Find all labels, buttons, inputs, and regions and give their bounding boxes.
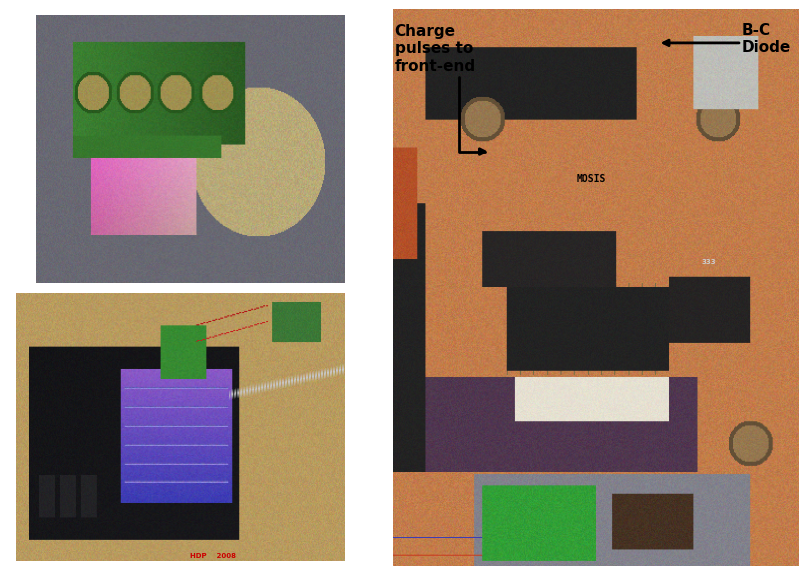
- Text: HDP    2008: HDP 2008: [190, 553, 237, 558]
- Text: MOSIS: MOSIS: [577, 174, 606, 184]
- Text: 333: 333: [702, 259, 716, 265]
- Text: B-C
Diode: B-C Diode: [742, 23, 791, 55]
- Text: Charge
pulses to
front-end: Charge pulses to front-end: [395, 24, 476, 74]
